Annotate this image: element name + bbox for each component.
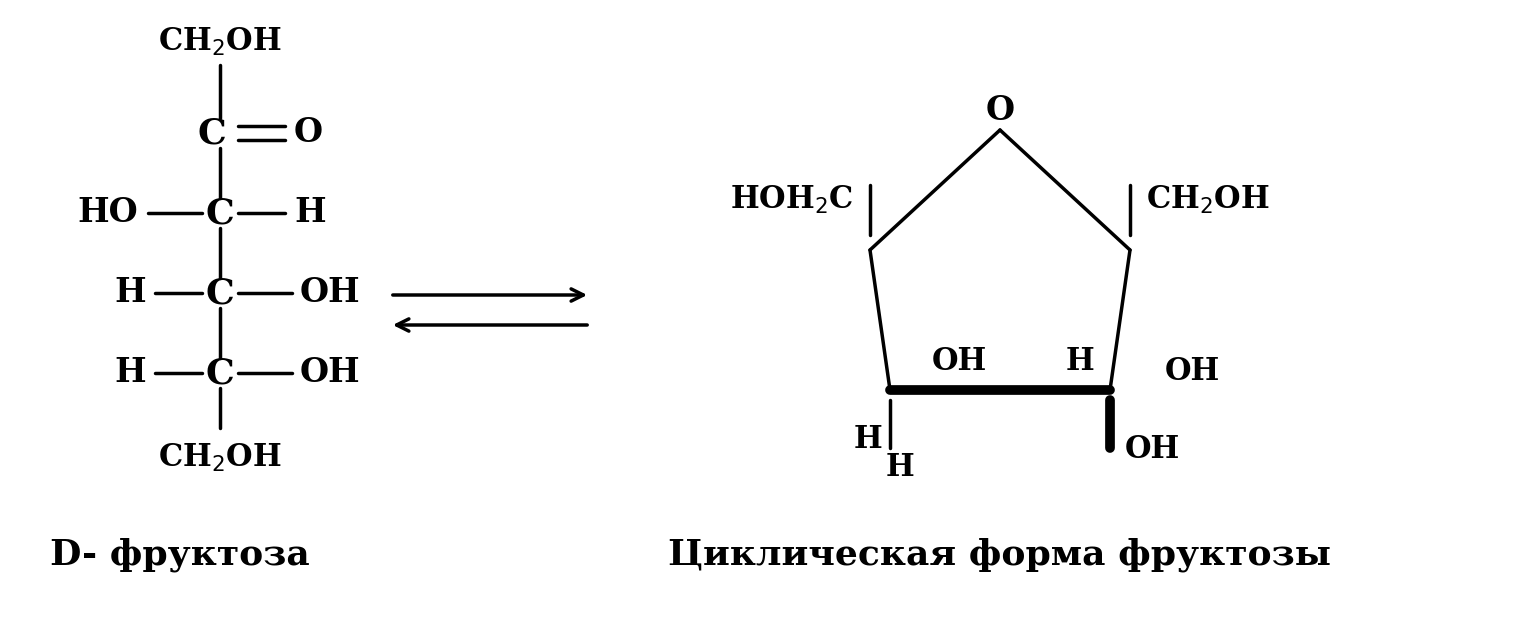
Text: H: H <box>294 197 326 229</box>
Text: O: O <box>985 93 1014 127</box>
Text: D- фруктоза: D- фруктоза <box>50 538 310 572</box>
Text: C: C <box>206 196 235 230</box>
Text: OH: OH <box>1125 435 1180 466</box>
Text: C: C <box>206 276 235 310</box>
Text: CH$_2$OH: CH$_2$OH <box>159 442 282 474</box>
Text: C: C <box>206 356 235 390</box>
Text: H: H <box>886 452 915 483</box>
Text: Циклическая форма фруктозы: Циклическая форма фруктозы <box>668 538 1331 572</box>
Text: O: O <box>293 117 322 149</box>
Text: OH: OH <box>1165 357 1220 387</box>
Text: HOH$_2$C: HOH$_2$C <box>730 184 854 216</box>
Text: OH: OH <box>300 357 360 389</box>
Text: H: H <box>1066 346 1095 377</box>
Text: CH$_2$OH: CH$_2$OH <box>159 26 282 58</box>
Text: H: H <box>114 357 146 389</box>
Text: CH$_2$OH: CH$_2$OH <box>1147 184 1270 216</box>
Text: C: C <box>198 116 226 150</box>
Text: OH: OH <box>300 277 360 309</box>
Text: HO: HO <box>78 197 139 229</box>
Text: H: H <box>114 277 146 309</box>
Text: OH: OH <box>932 346 987 377</box>
Text: H: H <box>854 425 883 455</box>
